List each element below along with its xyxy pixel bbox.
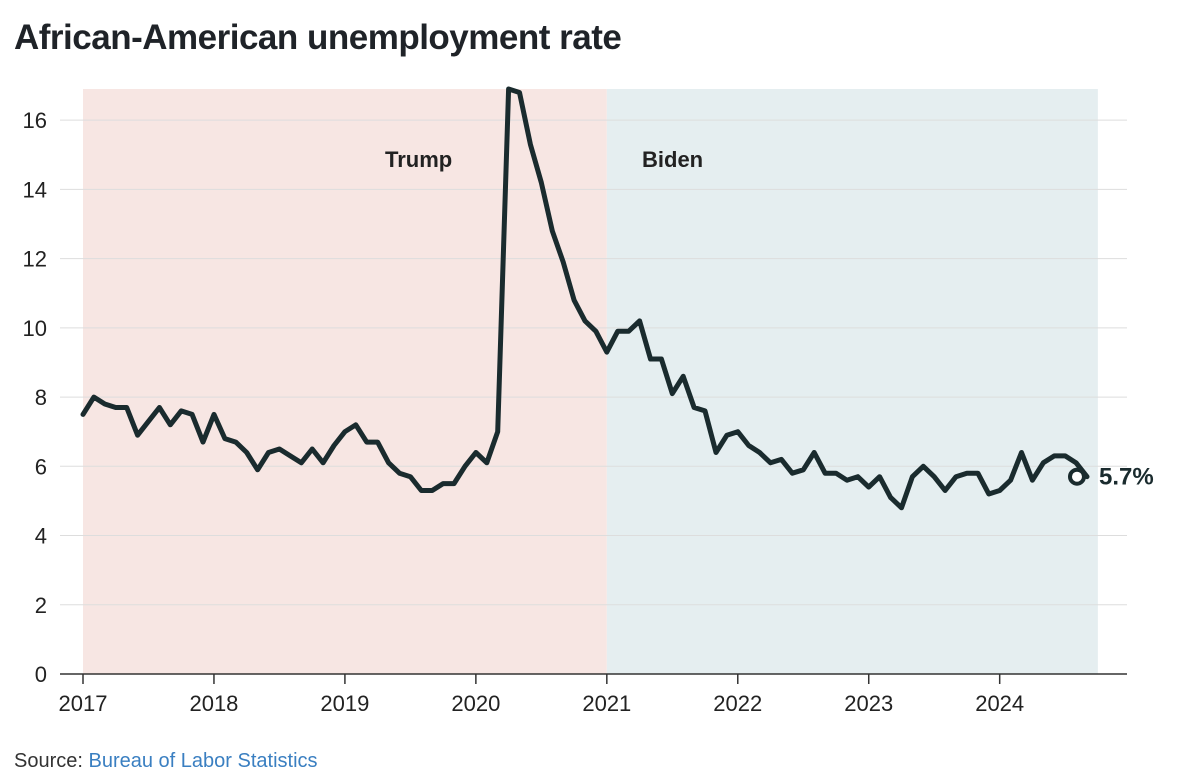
x-tick-label: 2017 <box>59 691 108 716</box>
source-note: Source: Bureau of Labor Statistics <box>14 750 318 773</box>
y-tick-label: 14 <box>23 177 47 202</box>
gridlines <box>60 119 1127 606</box>
y-tick-label: 16 <box>23 108 47 133</box>
end-annotation: 5.7% <box>1067 464 1154 491</box>
period-label-biden: Biden <box>642 147 703 172</box>
y-tick-label: 8 <box>35 385 47 410</box>
end-marker <box>1067 467 1086 486</box>
y-tick-labels: 0 2 4 6 8 10 12 14 16 <box>23 108 47 687</box>
series-group <box>80 86 1090 511</box>
end-value-label: 5.7% <box>1099 464 1154 491</box>
y-tick-label: 0 <box>35 662 47 687</box>
source-link[interactable]: Bureau of Labor Statistics <box>88 750 318 772</box>
y-tick-label: 2 <box>35 593 47 618</box>
period-band-biden <box>606 89 1098 674</box>
period-bands <box>83 89 1098 674</box>
series-line <box>80 86 1090 511</box>
y-tick-label: 4 <box>35 524 47 549</box>
x-tick-label: 2024 <box>975 691 1024 716</box>
period-label-trump: Trump <box>385 147 452 172</box>
period-labels: Trump Biden <box>385 147 703 172</box>
y-tick-label: 12 <box>23 247 47 272</box>
x-tick-label: 2023 <box>844 691 893 716</box>
y-tick-label: 10 <box>23 316 47 341</box>
x-tick-label: 2018 <box>189 691 238 716</box>
source-prefix: Source: <box>14 750 83 772</box>
x-tick-label: 2021 <box>582 691 631 716</box>
x-tick-label: 2019 <box>320 691 369 716</box>
x-axis: 2017 2018 2019 2020 2021 2022 2023 2024 <box>59 673 1127 716</box>
x-tick-label: 2020 <box>451 691 500 716</box>
x-tick-label: 2022 <box>713 691 762 716</box>
chart-title: African-American unemployment rate <box>14 18 622 57</box>
period-band-trump <box>83 89 607 674</box>
y-tick-label: 6 <box>35 454 47 479</box>
